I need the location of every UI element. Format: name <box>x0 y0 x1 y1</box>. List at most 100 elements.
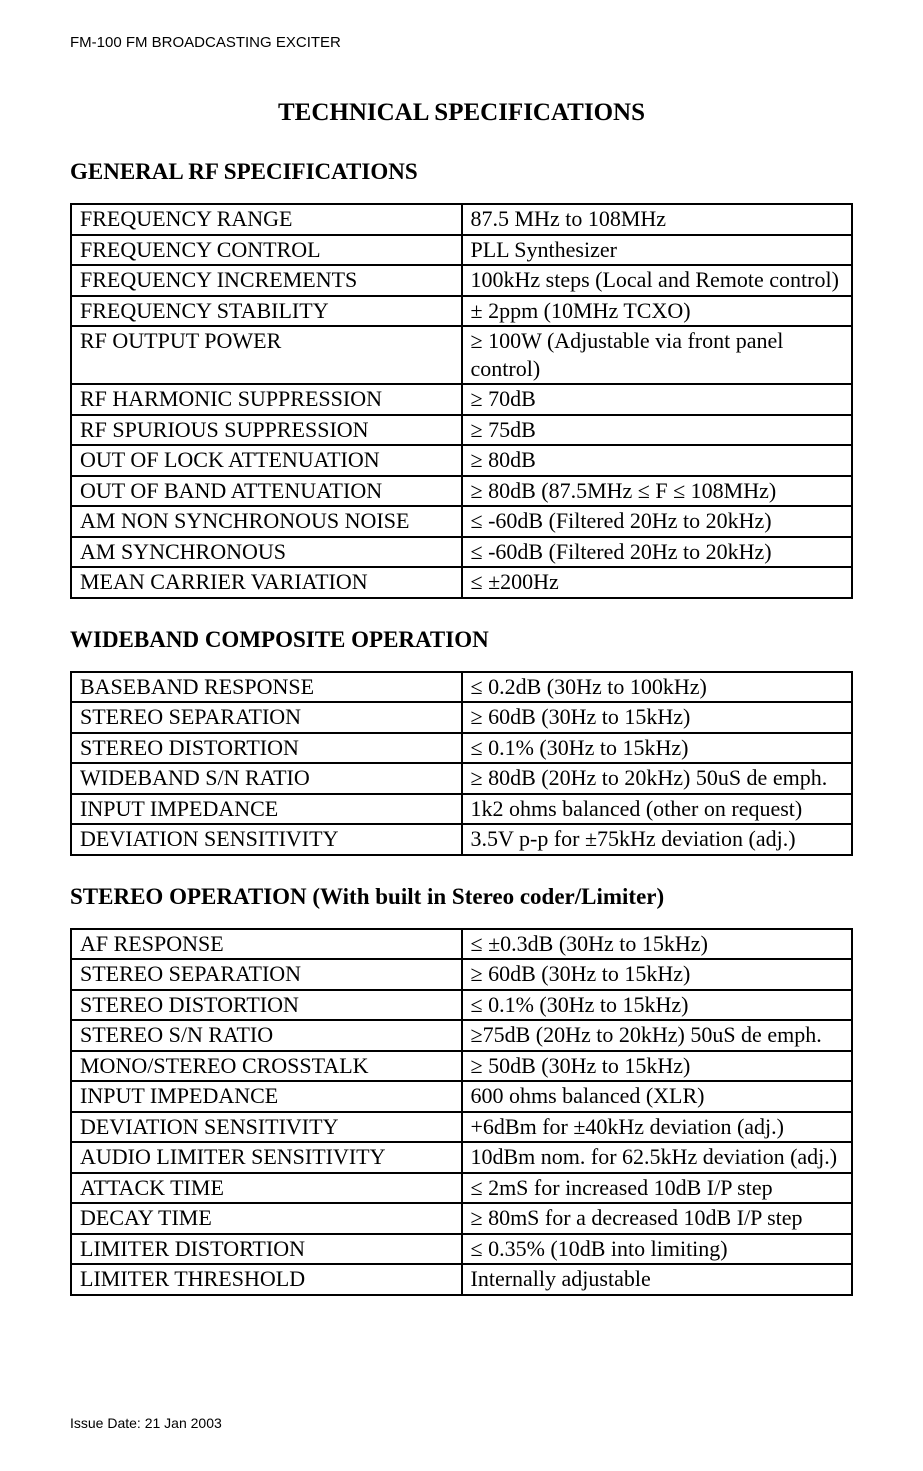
table-row: WIDEBAND S/N RATIO≥ 80dB (20Hz to 20kHz)… <box>71 763 852 794</box>
page-title: TECHNICAL SPECIFICATIONS <box>70 99 853 127</box>
spec-param: AM NON SYNCHRONOUS NOISE <box>71 506 462 537</box>
table-row: RF SPURIOUS SUPPRESSION≥ 75dB <box>71 415 852 446</box>
table-row: STEREO S/N RATIO≥75dB (20Hz to 20kHz) 50… <box>71 1020 852 1051</box>
spec-table-wideband: BASEBAND RESPONSE≤ 0.2dB (30Hz to 100kHz… <box>70 671 853 856</box>
spec-param: RF OUTPUT POWER <box>71 326 462 384</box>
spec-param: DECAY TIME <box>71 1203 462 1234</box>
spec-param: ATTACK TIME <box>71 1173 462 1204</box>
table-row: MONO/STEREO CROSSTALK≥ 50dB (30Hz to 15k… <box>71 1051 852 1082</box>
spec-param: STEREO DISTORTION <box>71 733 462 764</box>
spec-value: ≤ ±0.3dB (30Hz to 15kHz) <box>462 929 853 960</box>
spec-param: STEREO DISTORTION <box>71 990 462 1021</box>
spec-param: MEAN CARRIER VARIATION <box>71 567 462 598</box>
spec-param: STEREO SEPARATION <box>71 702 462 733</box>
spec-value: ≥ 75dB <box>462 415 853 446</box>
spec-value: ≤ ±200Hz <box>462 567 853 598</box>
spec-param: AF RESPONSE <box>71 929 462 960</box>
spec-param: STEREO SEPARATION <box>71 959 462 990</box>
table-row: LIMITER THRESHOLDInternally adjustable <box>71 1264 852 1295</box>
spec-value: ≥ 70dB <box>462 384 853 415</box>
table-row: AM NON SYNCHRONOUS NOISE≤ -60dB (Filtere… <box>71 506 852 537</box>
section-stereo: STEREO OPERATION (With built in Stereo c… <box>70 884 853 1296</box>
spec-param: DEVIATION SENSITIVITY <box>71 1112 462 1143</box>
spec-value: ≥ 60dB (30Hz to 15kHz) <box>462 702 853 733</box>
table-row: RF OUTPUT POWER≥ 100W (Adjustable via fr… <box>71 326 852 384</box>
table-row: DEVIATION SENSITIVITY+6dBm for ±40kHz de… <box>71 1112 852 1143</box>
spec-param: INPUT IMPEDANCE <box>71 1081 462 1112</box>
spec-value: ≥ 80dB (20Hz to 20kHz) 50uS de emph. <box>462 763 853 794</box>
table-row: BASEBAND RESPONSE≤ 0.2dB (30Hz to 100kHz… <box>71 672 852 703</box>
spec-value: ≥ 80dB (87.5MHz ≤ F ≤ 108MHz) <box>462 476 853 507</box>
table-row: OUT OF LOCK ATTENUATION≥ 80dB <box>71 445 852 476</box>
spec-table-stereo: AF RESPONSE≤ ±0.3dB (30Hz to 15kHz)STERE… <box>70 928 853 1296</box>
section-general-rf: GENERAL RF SPECIFICATIONS FREQUENCY RANG… <box>70 159 853 599</box>
spec-value: ≥ 80dB <box>462 445 853 476</box>
table-row: DECAY TIME≥ 80mS for a decreased 10dB I/… <box>71 1203 852 1234</box>
document-header: FM-100 FM BROADCASTING EXCITER <box>70 34 853 51</box>
table-row: STEREO DISTORTION≤ 0.1% (30Hz to 15kHz) <box>71 733 852 764</box>
spec-param: OUT OF LOCK ATTENUATION <box>71 445 462 476</box>
spec-param: DEVIATION SENSITIVITY <box>71 824 462 855</box>
section-wideband: WIDEBAND COMPOSITE OPERATION BASEBAND RE… <box>70 627 853 856</box>
spec-value: ≤ -60dB (Filtered 20Hz to 20kHz) <box>462 506 853 537</box>
table-row: AM SYNCHRONOUS≤ -60dB (Filtered 20Hz to … <box>71 537 852 568</box>
spec-param: WIDEBAND S/N RATIO <box>71 763 462 794</box>
table-row: FREQUENCY RANGE87.5 MHz to 108MHz <box>71 204 852 235</box>
spec-value: +6dBm for ±40kHz deviation (adj.) <box>462 1112 853 1143</box>
table-row: MEAN CARRIER VARIATION≤ ±200Hz <box>71 567 852 598</box>
spec-param: AM SYNCHRONOUS <box>71 537 462 568</box>
spec-value: ≤ 0.1% (30Hz to 15kHz) <box>462 990 853 1021</box>
table-row: INPUT IMPEDANCE1k2 ohms balanced (other … <box>71 794 852 825</box>
table-row: DEVIATION SENSITIVITY3.5V p-p for ±75kHz… <box>71 824 852 855</box>
table-row: STEREO SEPARATION≥ 60dB (30Hz to 15kHz) <box>71 702 852 733</box>
spec-value: ≤ 2mS for increased 10dB I/P step <box>462 1173 853 1204</box>
section-heading: STEREO OPERATION (With built in Stereo c… <box>70 884 853 910</box>
spec-value: Internally adjustable <box>462 1264 853 1295</box>
spec-value: ≤ 0.1% (30Hz to 15kHz) <box>462 733 853 764</box>
table-row: RF HARMONIC SUPPRESSION≥ 70dB <box>71 384 852 415</box>
spec-value: PLL Synthesizer <box>462 235 853 266</box>
spec-param: RF HARMONIC SUPPRESSION <box>71 384 462 415</box>
table-row: ATTACK TIME≤ 2mS for increased 10dB I/P … <box>71 1173 852 1204</box>
table-row: INPUT IMPEDANCE600 ohms balanced (XLR) <box>71 1081 852 1112</box>
spec-value: ≤ -60dB (Filtered 20Hz to 20kHz) <box>462 537 853 568</box>
table-row: OUT OF BAND ATTENUATION≥ 80dB (87.5MHz ≤… <box>71 476 852 507</box>
section-heading: GENERAL RF SPECIFICATIONS <box>70 159 853 185</box>
spec-value: 600 ohms balanced (XLR) <box>462 1081 853 1112</box>
spec-value: 10dBm nom. for 62.5kHz deviation (adj.) <box>462 1142 853 1173</box>
spec-param: INPUT IMPEDANCE <box>71 794 462 825</box>
spec-param: FREQUENCY RANGE <box>71 204 462 235</box>
spec-value: ≥ 100W (Adjustable via front panel contr… <box>462 326 853 384</box>
spec-param: LIMITER DISTORTION <box>71 1234 462 1265</box>
spec-value: ≥ 80mS for a decreased 10dB I/P step <box>462 1203 853 1234</box>
spec-value: 87.5 MHz to 108MHz <box>462 204 853 235</box>
spec-param: FREQUENCY STABILITY <box>71 296 462 327</box>
spec-param: LIMITER THRESHOLD <box>71 1264 462 1295</box>
spec-value: 100kHz steps (Local and Remote control) <box>462 265 853 296</box>
table-row: LIMITER DISTORTION≤ 0.35% (10dB into lim… <box>71 1234 852 1265</box>
spec-param: BASEBAND RESPONSE <box>71 672 462 703</box>
table-row: FREQUENCY INCREMENTS100kHz steps (Local … <box>71 265 852 296</box>
document-footer: Issue Date: 21 Jan 2003 <box>70 1415 222 1431</box>
spec-value: 3.5V p-p for ±75kHz deviation (adj.) <box>462 824 853 855</box>
spec-value: ≤ 0.35% (10dB into limiting) <box>462 1234 853 1265</box>
document-page: FM-100 FM BROADCASTING EXCITER TECHNICAL… <box>0 0 923 1471</box>
spec-param: OUT OF BAND ATTENUATION <box>71 476 462 507</box>
spec-value: ≤ 0.2dB (30Hz to 100kHz) <box>462 672 853 703</box>
spec-param: FREQUENCY INCREMENTS <box>71 265 462 296</box>
spec-value: ≥ 60dB (30Hz to 15kHz) <box>462 959 853 990</box>
spec-value: ≥75dB (20Hz to 20kHz) 50uS de emph. <box>462 1020 853 1051</box>
section-heading: WIDEBAND COMPOSITE OPERATION <box>70 627 853 653</box>
spec-value: 1k2 ohms balanced (other on request) <box>462 794 853 825</box>
table-row: AF RESPONSE≤ ±0.3dB (30Hz to 15kHz) <box>71 929 852 960</box>
spec-table-general-rf: FREQUENCY RANGE87.5 MHz to 108MHzFREQUEN… <box>70 203 853 599</box>
table-row: FREQUENCY STABILITY± 2ppm (10MHz TCXO) <box>71 296 852 327</box>
spec-param: MONO/STEREO CROSSTALK <box>71 1051 462 1082</box>
table-row: STEREO DISTORTION≤ 0.1% (30Hz to 15kHz) <box>71 990 852 1021</box>
spec-param: AUDIO LIMITER SENSITIVITY <box>71 1142 462 1173</box>
spec-value: ≥ 50dB (30Hz to 15kHz) <box>462 1051 853 1082</box>
table-row: FREQUENCY CONTROLPLL Synthesizer <box>71 235 852 266</box>
table-row: AUDIO LIMITER SENSITIVITY10dBm nom. for … <box>71 1142 852 1173</box>
spec-value: ± 2ppm (10MHz TCXO) <box>462 296 853 327</box>
spec-param: FREQUENCY CONTROL <box>71 235 462 266</box>
